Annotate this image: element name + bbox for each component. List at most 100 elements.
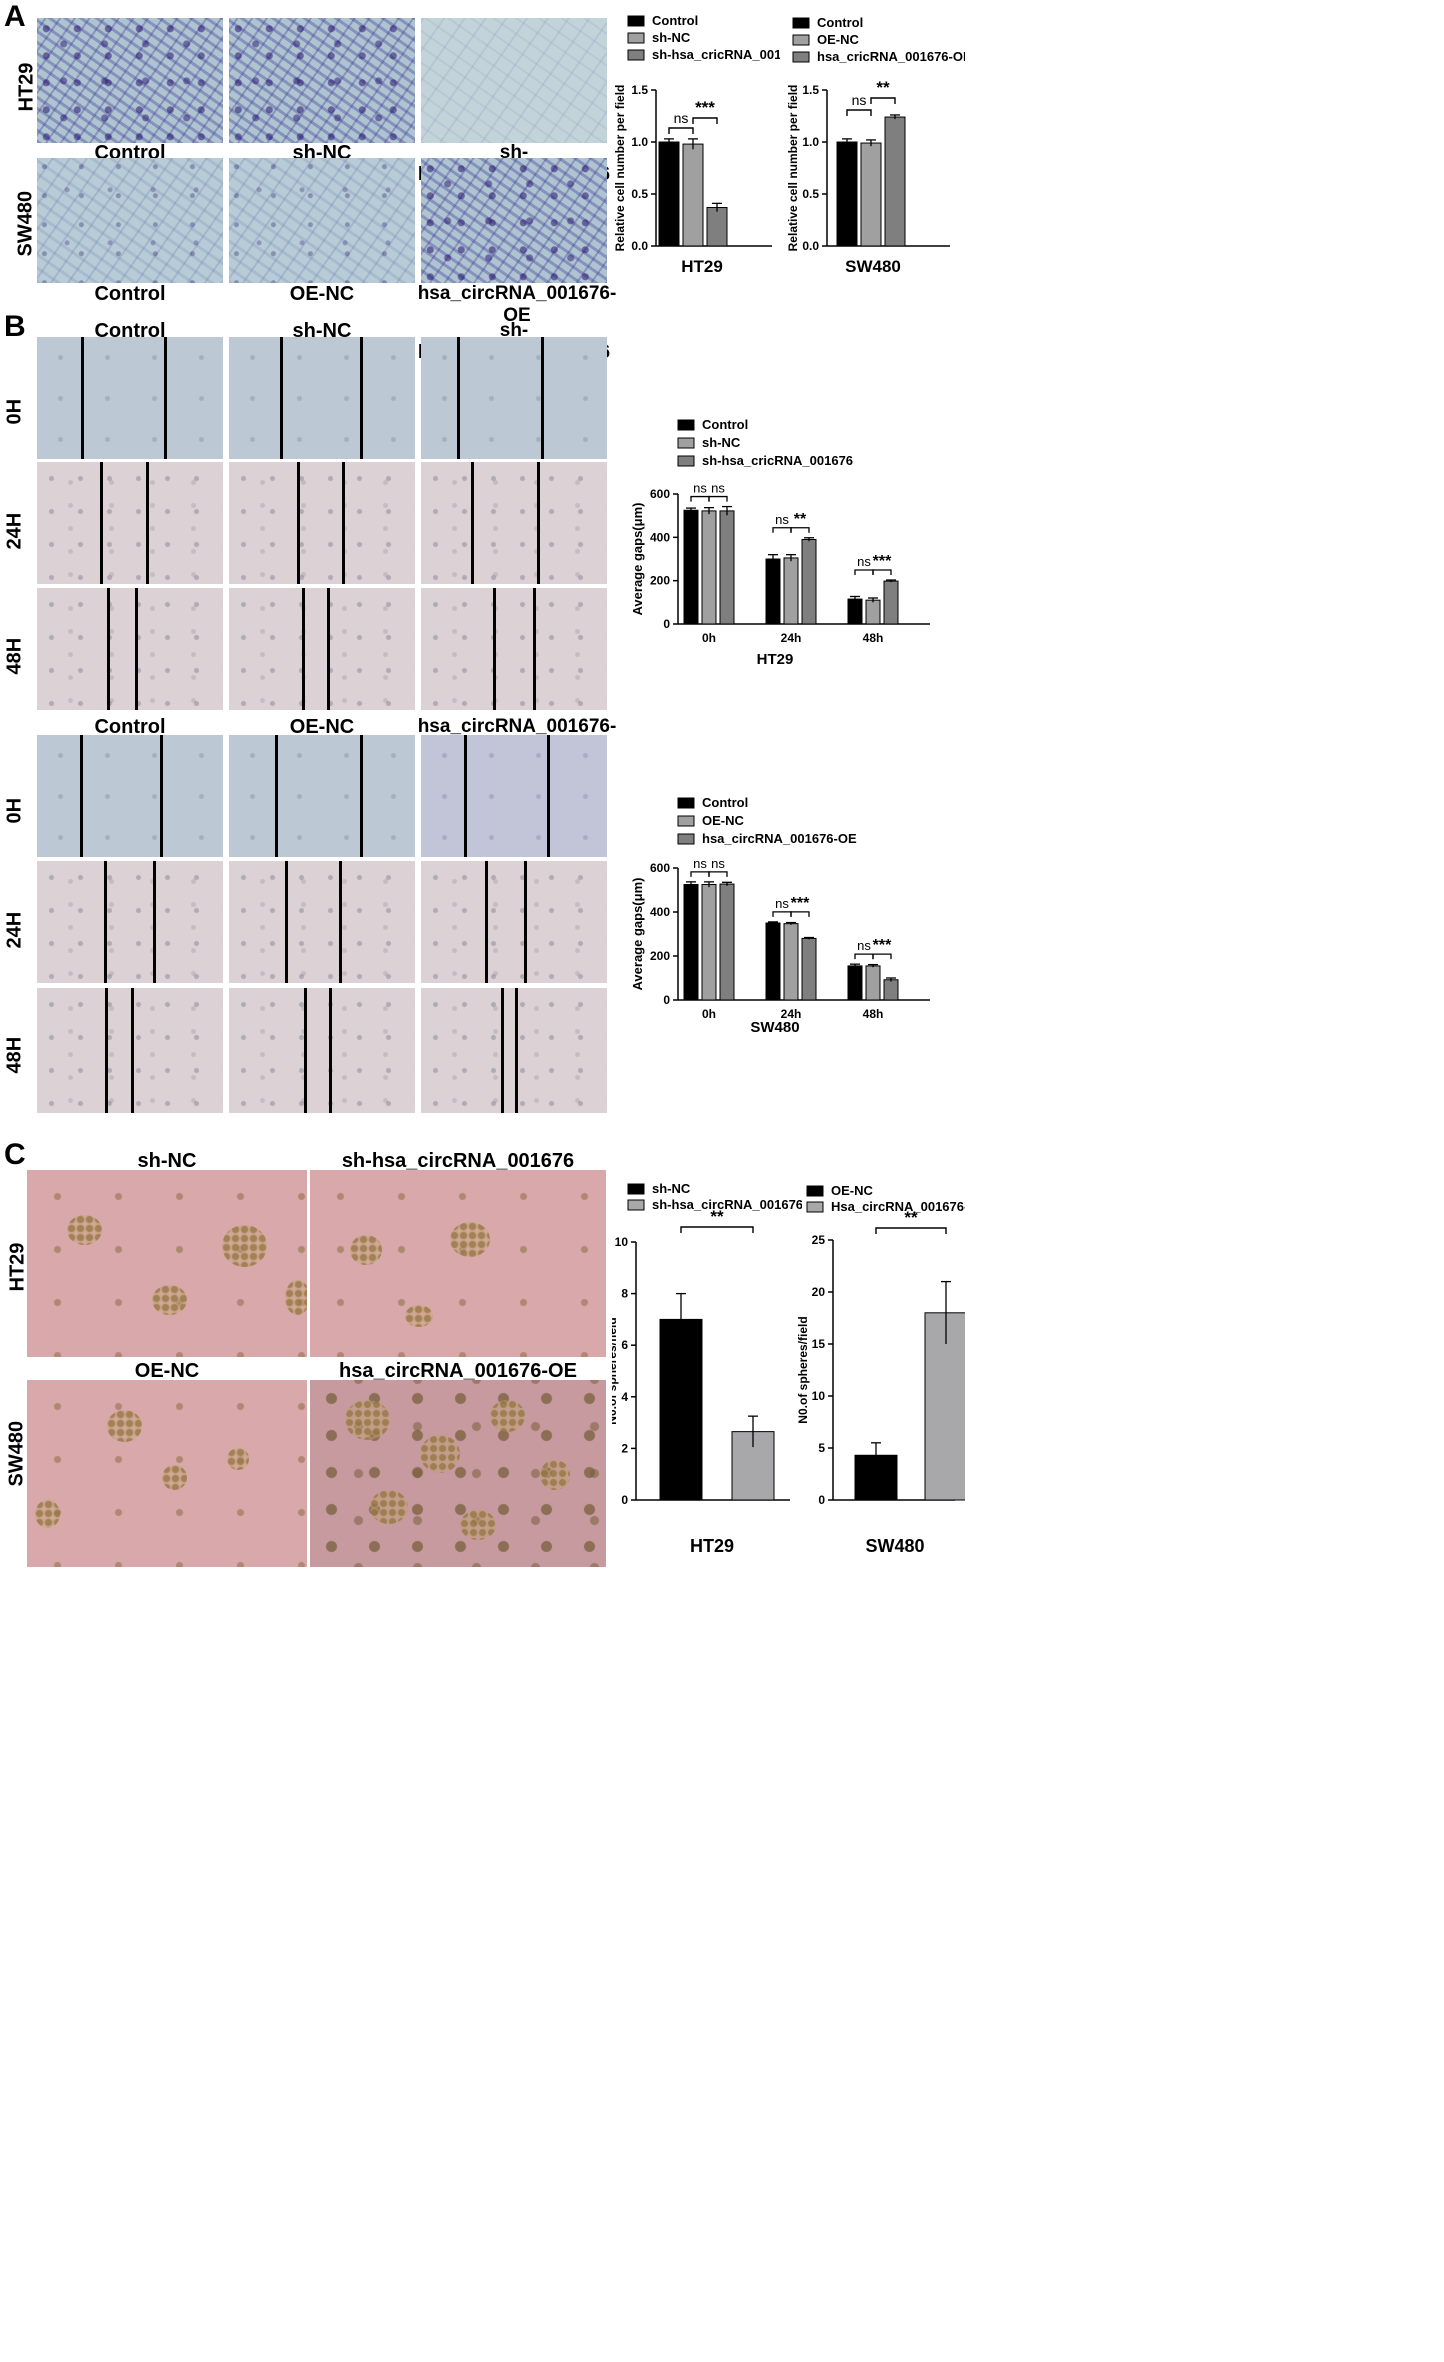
significance-label: ns (852, 92, 867, 108)
x-tick-label: 48h (863, 1007, 884, 1021)
caption-c-oe: hsa_circRNA_001676-OE (339, 1360, 577, 1382)
y-tick-label: 25 (812, 1233, 826, 1247)
legend-swatch (792, 34, 810, 46)
significance-bracket (790, 911, 810, 917)
x-axis-label: SW480 (845, 257, 901, 276)
legend-swatch (627, 15, 645, 27)
x-tick-label: 0h (702, 1007, 716, 1021)
significance-label: *** (873, 937, 892, 954)
significance-bracket (690, 871, 710, 877)
wound-image-top-shnc-0h (229, 337, 415, 459)
bar (659, 1318, 703, 1501)
bar (783, 923, 799, 1001)
bar (836, 141, 858, 247)
row-label-b-24h: 24H (3, 512, 26, 550)
bar (860, 142, 882, 247)
x-axis-label: SW480 (865, 1536, 924, 1556)
bar (683, 509, 699, 625)
bar (847, 598, 863, 625)
y-tick-label: 200 (650, 949, 670, 963)
y-tick-label: 400 (650, 905, 670, 919)
row-label-sw480: SW480 (14, 190, 37, 257)
significance-label: ** (794, 511, 807, 528)
wound-image-top-shcirc-48h (421, 588, 607, 710)
y-axis-label: Average gaps(μm) (630, 878, 645, 991)
x-axis-label: HT29 (681, 257, 723, 276)
significance-bracket (846, 109, 872, 116)
legend-label: hsa_circRNA_001676-OE (702, 831, 857, 846)
chart-a-ht29: Control sh-NC sh-hsa_cricRNA_001676 0.0 0.5 1… (613, 13, 780, 276)
significance-bracket (708, 871, 728, 877)
bar (706, 207, 728, 247)
y-tick-label: 1.0 (802, 135, 819, 149)
bar (701, 884, 717, 1001)
significance-bracket (690, 495, 710, 502)
y-tick-label: 0.0 (631, 239, 648, 253)
row-label-b2-24h: 24H (3, 911, 26, 949)
bar (765, 922, 781, 1001)
significance-bracket (772, 911, 792, 917)
chart-b-sw480: Control OE-NC hsa_circRNA_001676-OE 0 200 400… (630, 795, 930, 1036)
y-tick-label: 0.5 (631, 187, 648, 201)
y-axis-label: Average gaps(μm) (630, 503, 645, 616)
legend-swatch (677, 797, 695, 809)
caption-a2-control: Control (94, 283, 166, 305)
caption-a2-oe-nc: OE-NC (289, 283, 355, 305)
significance-bracket (708, 495, 728, 502)
bar (801, 539, 817, 625)
caption-b2-oe-nc: OE-NC (289, 716, 355, 738)
y-tick-label: 10 (615, 1235, 629, 1249)
significance-bracket (872, 569, 892, 576)
transwell-image-sw480-oe-nc (229, 158, 415, 283)
y-tick-label: 0.5 (802, 187, 819, 201)
significance-label: *** (791, 895, 810, 912)
transwell-image-ht29-sh-nc (229, 18, 415, 143)
significance-label: ns (711, 856, 725, 871)
significance-label: ** (876, 78, 890, 97)
significance-bracket (790, 527, 810, 533)
significance-label: *** (695, 98, 715, 117)
chart-b-ht29: Control sh-NC sh-hsa_cricRNA_001676 0 200 400… (630, 417, 930, 668)
y-tick-label: 0 (621, 1493, 628, 1507)
row-label-b-48h: 48H (3, 637, 26, 675)
bar (865, 965, 881, 1001)
significance-label: ns (775, 896, 789, 911)
wound-image-top-control-0h (37, 337, 223, 459)
legend-label: Control (702, 417, 748, 432)
wound-image-top-shnc-24h (229, 462, 415, 584)
bar (847, 965, 863, 1001)
y-tick-label: 0 (663, 617, 670, 631)
wound-image-top-control-24h (37, 462, 223, 584)
caption-c-oe-nc: OE-NC (134, 1360, 200, 1382)
significance-label: ns (711, 481, 725, 496)
y-axis-label: N0.of spheres/field (796, 1316, 810, 1423)
significance-label: ns (693, 856, 707, 871)
bar (883, 580, 899, 625)
x-axis-label: HT29 (757, 651, 794, 668)
bar (658, 141, 680, 247)
wound-image-bottom-oe-48h (421, 988, 607, 1113)
sphere-image-sw480-oe-nc (27, 1380, 307, 1567)
bar (924, 1312, 965, 1501)
legend-swatch (677, 833, 695, 845)
row-label-c-sw480: SW480 (5, 1420, 28, 1487)
significance-label: ** (710, 1207, 724, 1226)
significance-label: ns (857, 938, 871, 953)
wound-image-bottom-oe-0h (421, 735, 607, 857)
legend-label: Control (702, 795, 748, 810)
legend-label: hsa_cricRNA_001676-OE (817, 49, 965, 64)
legend-swatch (627, 49, 645, 61)
significance-bracket (870, 97, 896, 104)
bar (683, 884, 699, 1001)
significance-label: ns (674, 110, 689, 126)
legend-swatch (792, 17, 810, 29)
legend-swatch (627, 32, 645, 44)
y-tick-label: 2 (621, 1441, 628, 1455)
y-tick-label: 10 (812, 1389, 826, 1403)
caption-b-sh-nc: sh-NC (292, 320, 352, 342)
legend-swatch (627, 1183, 645, 1195)
legend-swatch (677, 455, 695, 467)
y-tick-label: 6 (621, 1338, 628, 1352)
wound-image-top-control-48h (37, 588, 223, 710)
significance-bracket (772, 527, 792, 533)
